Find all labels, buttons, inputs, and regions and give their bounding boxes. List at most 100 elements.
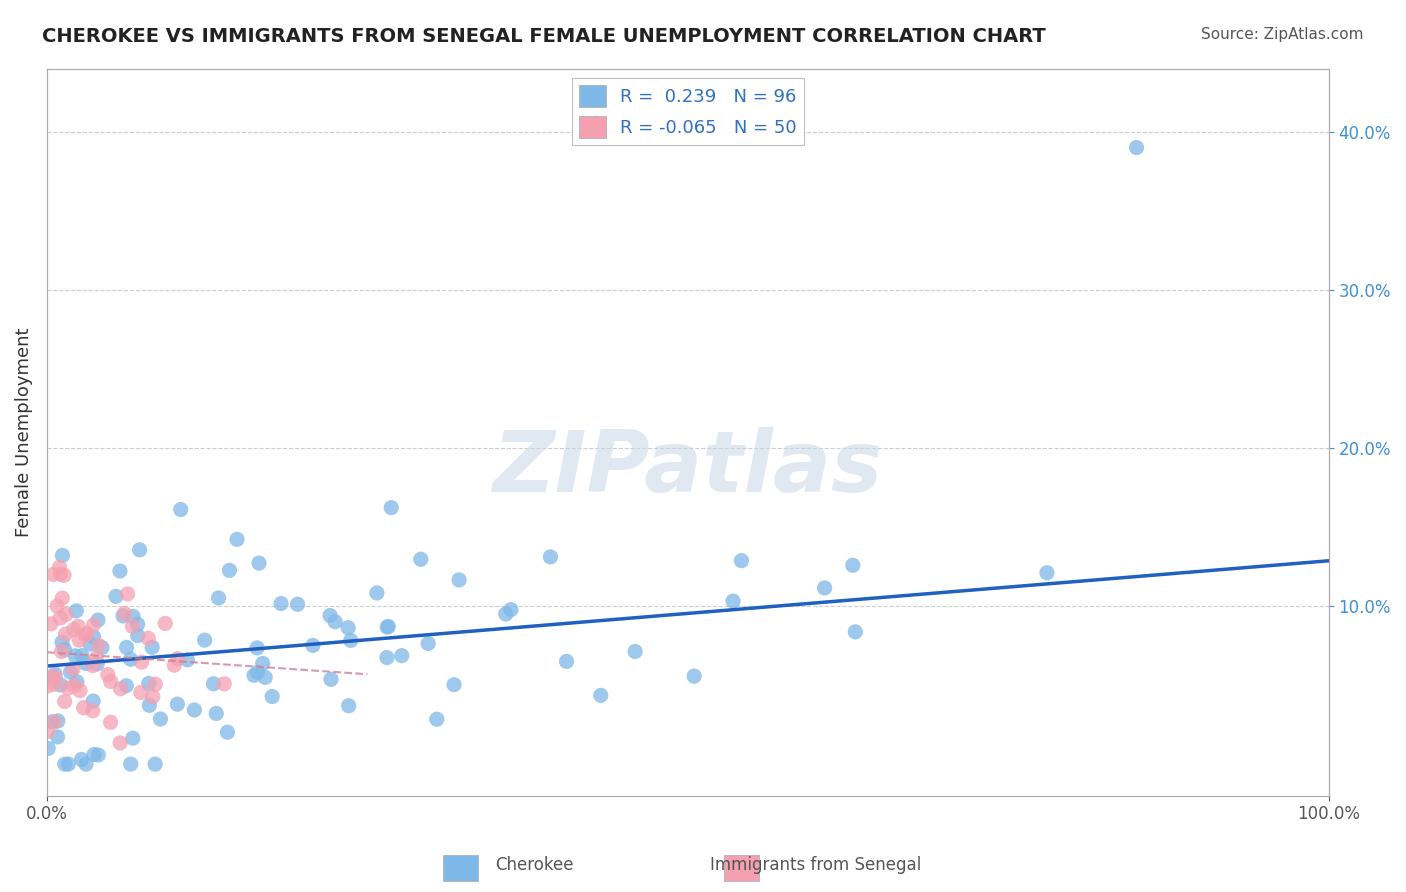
Cherokee [205, 706, 228, 721]
Cherokee [377, 619, 399, 633]
Cherokee [58, 757, 80, 772]
Cherokee [166, 697, 188, 711]
Cherokee [418, 636, 440, 650]
Immigrants from Senegal [212, 677, 235, 691]
Cherokee [108, 564, 131, 578]
Cherokee [170, 502, 193, 516]
Cherokee [443, 678, 465, 692]
Cherokee [254, 670, 277, 684]
Cherokee [83, 630, 105, 644]
Immigrants from Senegal [53, 568, 76, 582]
Cherokee [262, 690, 284, 704]
Cherokee [141, 640, 163, 655]
Cherokee [844, 624, 866, 639]
Cherokee [499, 602, 522, 616]
Immigrants from Senegal [83, 618, 105, 632]
Immigrants from Senegal [44, 670, 66, 684]
Cherokee [319, 673, 342, 687]
Cherokee [176, 653, 198, 667]
Cherokee [217, 725, 239, 739]
Immigrants from Senegal [82, 658, 104, 673]
Immigrants from Senegal [100, 674, 122, 689]
Cherokee [426, 712, 449, 726]
Cherokee [1036, 566, 1059, 580]
Cherokee [120, 652, 142, 666]
Cherokee [194, 633, 217, 648]
Cherokee [128, 542, 150, 557]
Cherokee [91, 640, 114, 655]
Cherokee [53, 757, 76, 772]
Immigrants from Senegal [129, 685, 152, 699]
Cherokee [86, 657, 108, 671]
Immigrants from Senegal [166, 651, 188, 665]
Immigrants from Senegal [55, 627, 77, 641]
Cherokee [127, 628, 149, 642]
Cherokee [246, 665, 269, 680]
Immigrants from Senegal [145, 677, 167, 691]
Immigrants from Senegal [82, 704, 104, 718]
Cherokee [121, 731, 143, 746]
Immigrants from Senegal [49, 567, 72, 582]
Immigrants from Senegal [142, 690, 165, 704]
Immigrants from Senegal [110, 681, 132, 696]
Cherokee [104, 590, 127, 604]
Immigrants from Senegal [44, 714, 66, 729]
Immigrants from Senegal [76, 626, 98, 640]
Text: Source: ZipAtlas.com: Source: ZipAtlas.com [1201, 27, 1364, 42]
Cherokee [337, 621, 360, 635]
Cherokee [366, 586, 388, 600]
Immigrants from Senegal [58, 681, 80, 695]
Immigrants from Senegal [49, 611, 72, 625]
Cherokee [44, 667, 66, 681]
Cherokee [70, 752, 93, 766]
Cherokee [814, 581, 837, 595]
Immigrants from Senegal [62, 623, 84, 637]
Cherokee [391, 648, 413, 663]
Cherokee [243, 668, 266, 682]
Cherokee [323, 615, 346, 629]
Cherokee [138, 698, 160, 713]
Cherokee [83, 747, 105, 762]
Cherokee [127, 617, 149, 632]
Cherokee [51, 549, 73, 563]
Cherokee [37, 741, 59, 756]
Immigrants from Senegal [84, 651, 107, 665]
Cherokee [287, 597, 309, 611]
Cherokee [226, 533, 249, 547]
Immigrants from Senegal [72, 700, 94, 714]
Cherokee [339, 633, 361, 648]
Cherokee [319, 608, 342, 623]
Immigrants from Senegal [87, 639, 110, 653]
Immigrants from Senegal [51, 644, 73, 658]
Cherokee [624, 644, 647, 658]
Cherokee [555, 654, 578, 668]
Cherokee [380, 500, 402, 515]
Immigrants from Senegal [41, 670, 63, 684]
Cherokee [66, 674, 89, 689]
Immigrants from Senegal [51, 591, 73, 606]
Immigrants from Senegal [108, 736, 131, 750]
Cherokee [337, 698, 360, 713]
Immigrants from Senegal [67, 619, 90, 633]
Immigrants from Senegal [62, 662, 84, 676]
Cherokee [65, 648, 87, 663]
Cherokee [120, 757, 142, 772]
Immigrants from Senegal [155, 616, 177, 631]
Cherokee [218, 563, 240, 577]
Cherokee [375, 650, 398, 665]
Cherokee [842, 558, 865, 573]
Cherokee [1125, 140, 1147, 154]
Immigrants from Senegal [100, 715, 122, 730]
Immigrants from Senegal [114, 607, 136, 621]
Cherokee [82, 694, 104, 708]
Immigrants from Senegal [67, 633, 90, 648]
Immigrants from Senegal [46, 599, 69, 613]
Immigrants from Senegal [75, 628, 97, 642]
Immigrants from Senegal [163, 658, 186, 673]
Cherokee [183, 703, 205, 717]
Cherokee [202, 676, 225, 690]
Cherokee [75, 657, 97, 671]
Immigrants from Senegal [55, 607, 77, 622]
Immigrants from Senegal [37, 724, 59, 739]
Cherokee [538, 549, 561, 564]
